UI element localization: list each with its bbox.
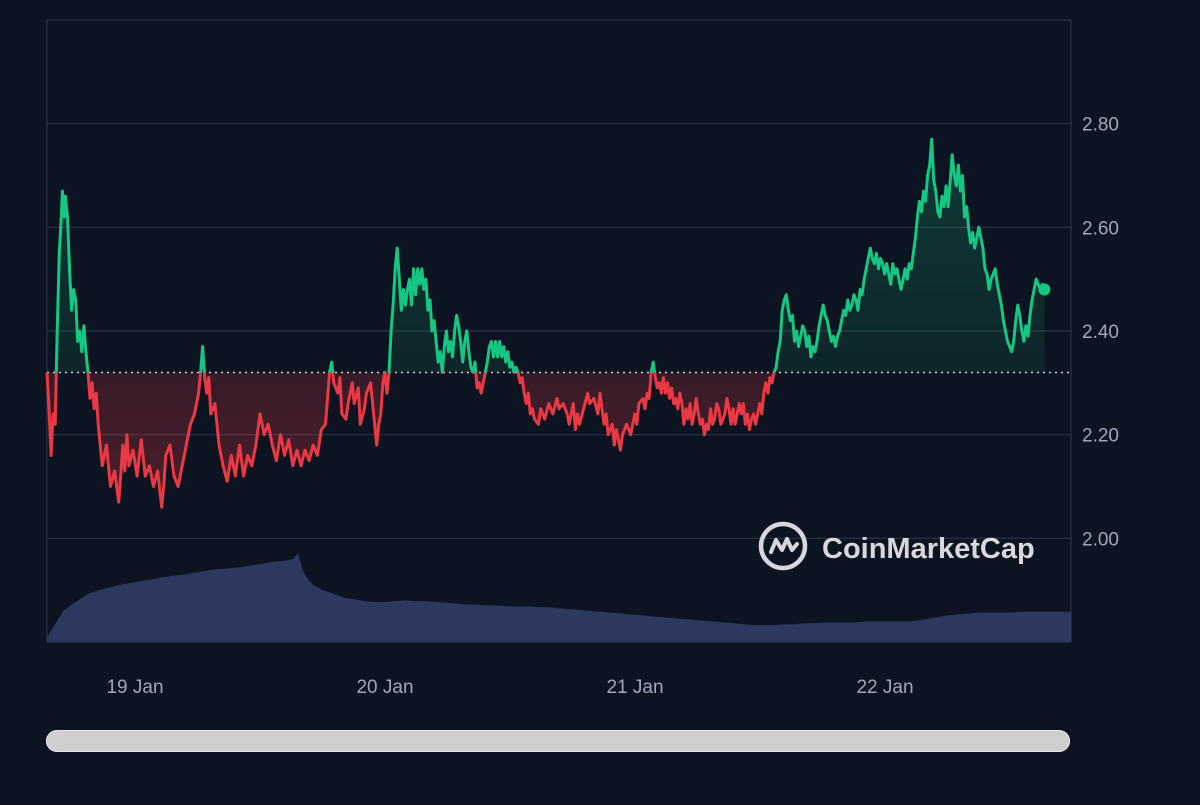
x-axis-labels: 19 Jan 20 Jan 21 Jan 22 Jan (106, 677, 913, 698)
fill-above-baseline (56, 139, 1045, 373)
x-tick-label: 21 Jan (606, 677, 663, 698)
price-line-down (45, 372, 776, 509)
price-line-up (47, 137, 1046, 373)
x-tick-label: 19 Jan (106, 677, 163, 698)
watermark-text: CoinMarketCap (822, 533, 1035, 565)
y-tick-label: 2.20 (1082, 426, 1119, 447)
coinmarketcap-logo-icon (758, 521, 808, 571)
volume-area (47, 553, 1071, 642)
y-tick-label: 2.60 (1082, 218, 1119, 239)
y-tick-label: 2.80 (1082, 115, 1119, 136)
y-tick-label: 2.40 (1082, 322, 1119, 343)
x-tick-label: 22 Jan (856, 677, 913, 698)
price-line (45, 137, 1046, 509)
x-tick-label: 20 Jan (356, 677, 413, 698)
volume-shape (47, 553, 1071, 642)
chart-range-scrollbar[interactable] (46, 730, 1070, 752)
fill-below-baseline (47, 372, 1045, 508)
y-tick-label: 2.00 (1082, 529, 1119, 550)
price-fill (47, 139, 1045, 508)
coinmarketcap-watermark: CoinMarketCap (758, 521, 1035, 571)
y-axis-labels: 2.00 2.20 2.40 2.60 2.80 (1082, 115, 1119, 551)
last-price-point (1038, 283, 1051, 296)
